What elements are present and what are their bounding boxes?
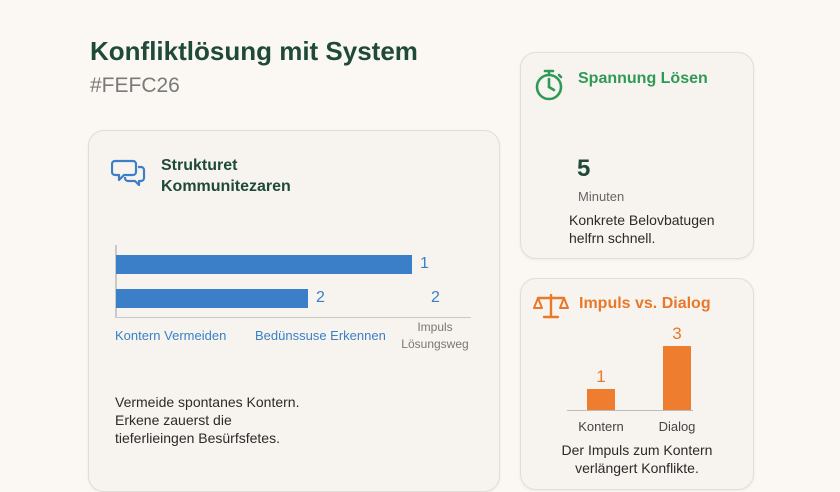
scales-icon <box>533 294 569 319</box>
chart-x-label: Kontern Vermeiden <box>115 328 227 343</box>
chart-bar <box>587 389 615 410</box>
chart-bar <box>663 346 691 410</box>
card-heading-line1: Strukturet <box>161 157 238 174</box>
page-subtitle: #FEFC26 <box>90 74 180 97</box>
chart-category-label: Kontern <box>578 419 624 434</box>
card-heading: Spannung Lösen <box>578 70 708 87</box>
card-body-text: Vermeide spontanes Kontern. Erkene zauer… <box>115 393 299 447</box>
chart-value-label: 3 <box>672 324 682 343</box>
chart-axis-y <box>115 245 117 317</box>
chart-end-label-line2: Lösungsweg <box>401 337 469 351</box>
body-line: helfrn schnell. <box>569 230 656 246</box>
body-line: verlängert Konflikte. <box>575 460 699 476</box>
chart-x-label: Bedünssuse Erkennen <box>255 328 386 343</box>
card-heading: Strukturet Kommunitezaren <box>161 155 291 197</box>
card-heading: Impuls vs. Dialog <box>579 295 711 312</box>
body-line: Konkrete Belovbatugen <box>569 212 715 228</box>
card-heading-line2: Kommunitezaren <box>161 178 291 195</box>
chart-axis-x <box>567 410 693 411</box>
page-title: Konfliktlösung mit System <box>90 36 418 66</box>
chart-end-label-line1: Impuls <box>417 320 453 334</box>
chart-value-label: 2 <box>431 289 440 306</box>
card-body-text: Konkrete Belovbatugen helfrn schnell. <box>569 211 715 247</box>
chat-bubbles-icon <box>111 159 146 187</box>
chart-bar <box>116 289 308 308</box>
impulse-dialog-card: Impuls vs. Dialog 1 3 Kontern Dialog Der… <box>520 278 754 490</box>
body-line: Vermeide spontanes Kontern. <box>115 394 300 410</box>
body-line: Der Impuls zum Kontern <box>561 442 713 458</box>
chart-category-label: Dialog <box>658 419 696 434</box>
stopwatch-icon <box>535 69 563 101</box>
timer-value: 5 <box>577 155 591 182</box>
chart-end-label: Impuls Lösungsweg <box>395 319 475 353</box>
chart-value-label: 2 <box>316 289 325 306</box>
chart-value-label: 1 <box>420 255 429 272</box>
chart-bar <box>116 255 412 274</box>
chart-axis-x <box>115 317 471 318</box>
body-line: Erkene zauerst die <box>115 412 232 428</box>
timer-unit: Minuten <box>578 189 625 204</box>
body-line: tieferlieingen Besürfsfetes. <box>115 430 280 446</box>
card-body-text: Der Impuls zum Kontern verlängert Konfli… <box>521 441 753 477</box>
chart-value-label: 1 <box>596 367 606 386</box>
tension-release-card: Spannung Lösen 5 Minuten Konkrete Belovb… <box>520 52 754 259</box>
structured-communication-card: Strukturet Kommunitezaren 1 2 2 Kontern … <box>88 130 500 492</box>
